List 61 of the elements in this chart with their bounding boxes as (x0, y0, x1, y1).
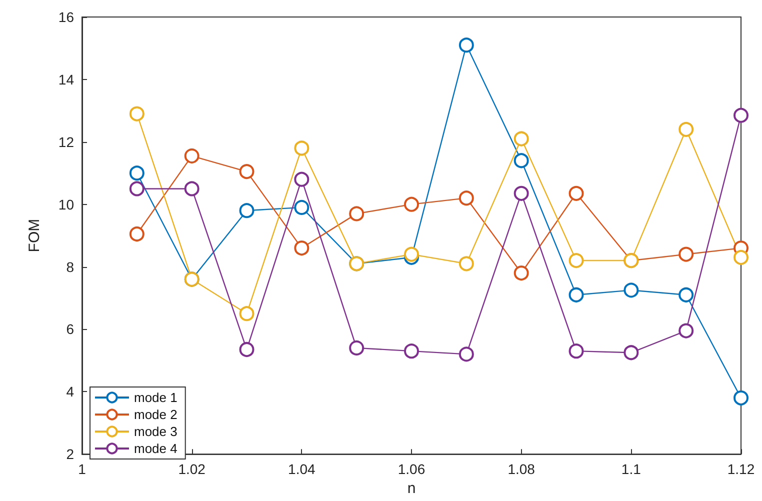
legend-label: mode 1 (134, 390, 178, 405)
point (514, 266, 529, 281)
x-tick-label: 1.1 (621, 461, 642, 478)
point (734, 250, 748, 265)
point (734, 108, 748, 123)
point (294, 140, 310, 156)
x-tick-label: 1.12 (727, 461, 755, 478)
point (239, 164, 254, 180)
point (514, 131, 529, 146)
point (294, 200, 310, 215)
legend-label: mode 2 (134, 407, 178, 422)
y-tick-label: 12 (58, 134, 74, 150)
y-tick-label: 4 (66, 384, 74, 400)
point (678, 287, 694, 302)
y-tick-label: 6 (66, 321, 74, 338)
point (184, 181, 200, 196)
x-tick-label: 1.02 (178, 461, 206, 478)
legend-label: mode 4 (134, 441, 178, 456)
point (239, 342, 254, 358)
point (239, 203, 254, 218)
point (129, 226, 144, 242)
y-tick-label: 10 (58, 196, 74, 212)
point (129, 166, 144, 181)
y-tick-label: 8 (66, 258, 74, 275)
y-tick-label: 16 (58, 9, 74, 25)
x-tick-label: 1 (78, 461, 86, 478)
point (404, 344, 419, 359)
point (239, 306, 254, 322)
x-tick-label: 1.04 (288, 461, 316, 478)
point (568, 186, 584, 201)
point (568, 344, 584, 359)
point (294, 172, 310, 187)
x-tick-label: 1.08 (508, 461, 536, 478)
point (514, 153, 529, 168)
point (514, 186, 529, 201)
y-tick-label: 2 (66, 446, 74, 462)
point (349, 206, 364, 222)
y-axis-title: FOM (26, 218, 43, 252)
point (404, 246, 419, 262)
point (129, 181, 144, 196)
point (734, 390, 748, 406)
point (458, 256, 474, 272)
legend-label: mode 3 (134, 424, 178, 439)
point (568, 253, 584, 268)
point (624, 282, 639, 298)
point (349, 340, 364, 356)
x-tick-label: 1.06 (398, 461, 426, 478)
point (624, 345, 639, 360)
point (458, 38, 474, 53)
point (678, 122, 694, 137)
point (294, 240, 310, 256)
point (458, 190, 474, 206)
x-axis-title: n (407, 480, 416, 497)
point (678, 323, 694, 338)
point (678, 246, 694, 262)
y-tick-label: 14 (58, 71, 74, 88)
point (404, 196, 419, 212)
point (129, 106, 144, 122)
point (568, 287, 584, 302)
point (458, 346, 474, 362)
point (184, 148, 200, 164)
